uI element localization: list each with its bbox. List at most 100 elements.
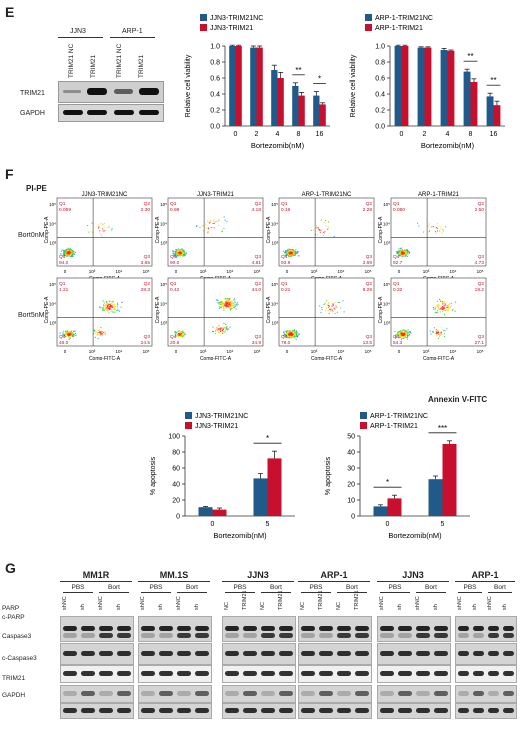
g-band [159, 633, 173, 638]
flow-event-dot [297, 251, 299, 253]
flow-event-dot [332, 303, 334, 305]
flow-event-dot [408, 251, 410, 253]
flow-event-dot [401, 249, 403, 251]
flow-event-dot [107, 309, 109, 311]
flow-event-dot [287, 252, 289, 254]
flow-event-dot [291, 250, 293, 252]
y-tick-label: 10⁵ [271, 282, 278, 287]
flow-event-dot [181, 331, 183, 333]
flow-event-dot [402, 335, 404, 337]
g-blot-strip [222, 703, 296, 719]
flow-event-dot [228, 328, 230, 330]
flow-event-dot [291, 336, 293, 338]
g-subgroup-label: PBS [388, 584, 402, 591]
flow-event-dot [402, 333, 404, 335]
g-band [261, 651, 275, 656]
flow-event-dot [74, 254, 76, 256]
flow-event-dot [283, 334, 285, 336]
flow-event-dot [404, 332, 406, 334]
flow-event-dot [437, 304, 439, 306]
flow-event-dot [70, 256, 72, 258]
flow-event-dot [100, 235, 102, 237]
flow-event-dot [398, 255, 400, 257]
y-axis-title: Comp-PE-A [378, 296, 384, 323]
flow-event-dot [103, 308, 105, 310]
flow-event-dot [184, 334, 186, 336]
g-row-label: PARP [2, 605, 20, 612]
flow-event-dot [436, 335, 438, 337]
x-tick-label: 10³ [200, 269, 207, 274]
flow-event-dot [287, 254, 289, 256]
g-lane-label: TRIM21 [354, 590, 360, 610]
g-band [99, 691, 113, 696]
flow-event-dot [117, 309, 119, 311]
flow-event-dot [220, 301, 222, 303]
flow-event-dot [234, 304, 236, 306]
flow-event-dot [294, 253, 296, 255]
bar [373, 506, 388, 516]
flow-event-dot [184, 332, 186, 334]
flow-event-dot [405, 336, 407, 338]
flow-event-dot [436, 332, 438, 334]
g-band [458, 626, 469, 631]
flow-event-dot [111, 309, 113, 311]
flow-event-dot [68, 331, 70, 333]
flow-event-dot [179, 335, 181, 337]
flow-event-dot [109, 308, 111, 310]
g-band [458, 691, 469, 696]
flow-event-dot [334, 308, 336, 310]
g-band [473, 708, 484, 713]
flow-event-dot [71, 250, 73, 252]
flow-event-dot [404, 336, 406, 338]
g-band [380, 633, 394, 638]
flow-event-dot [71, 333, 73, 335]
flow-event-dot [287, 335, 289, 337]
flow-event-dot [291, 336, 293, 338]
flow-event-dot [226, 304, 228, 306]
flow-event-dot [407, 329, 409, 331]
flow-event-dot [69, 332, 71, 334]
flow-event-dot [96, 334, 98, 336]
flow-plot: ARP-1-TRIM21 Q1 0.080 Q2 2.50 Q4 92.7 Q3 4.73 0 10… [378, 190, 488, 282]
flow-event-dot [439, 298, 441, 300]
flow-event-dot [109, 306, 111, 308]
flow-event-dot [229, 306, 231, 308]
flow-event-dot [64, 254, 66, 256]
flow-event-dot [174, 331, 176, 333]
flow-event-dot [400, 252, 402, 254]
significance-label: * [386, 478, 389, 487]
flow-event-dot [68, 252, 70, 254]
flow-event-dot [223, 302, 225, 304]
g-subgroup-label: Bort [270, 584, 282, 591]
flow-event-dot [329, 309, 331, 311]
flow-event-dot [219, 301, 221, 303]
flow-event-dot [447, 305, 449, 307]
legend-swatch [200, 24, 207, 31]
g-group-header: MM1R [82, 570, 110, 580]
flow-event-dot [292, 253, 294, 255]
g-group-rule [60, 581, 132, 582]
flow-event-dot [293, 250, 295, 252]
flow-event-dot [404, 335, 406, 337]
flow-event-dot [221, 304, 223, 306]
flow-event-dot [287, 248, 289, 250]
flow-event-dot [396, 253, 398, 255]
g-blot-strip [298, 703, 372, 719]
flow-event-dot [294, 251, 296, 253]
flow-event-dot [436, 305, 438, 307]
x-tick-label: 0 [398, 349, 401, 354]
flow-event-dot [226, 304, 228, 306]
flow-event-dot [398, 335, 400, 337]
flow-event-dot [292, 333, 294, 335]
flow-event-dot [407, 335, 409, 337]
flow-event-dot [399, 250, 401, 252]
g-lane-label: NC [260, 602, 266, 610]
significance-label: ** [490, 76, 496, 85]
flow-event-dot [403, 337, 405, 339]
flow-event-dot [224, 326, 226, 328]
flow-event-dot [227, 303, 229, 305]
flow-event-dot [403, 252, 405, 254]
g-band [279, 626, 293, 631]
quadrant-name: Q4 [281, 254, 288, 260]
